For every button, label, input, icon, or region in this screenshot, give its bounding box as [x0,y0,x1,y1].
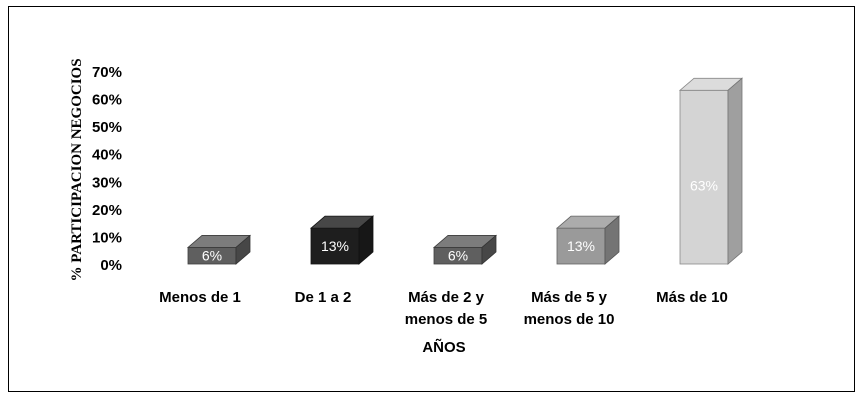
y-tick-label: 60% [92,92,122,109]
x-axis-categories: Menos de 1 De 1 a 2 Más de 2 y menos de 5 Má… [159,289,728,328]
bar: 6% [186,234,252,265]
bar: 6% [432,234,498,265]
y-tick-label: 40% [92,147,122,164]
data-label: 13% [321,238,349,254]
y-axis-label: % PARTICIPACION NEGOCIOS [69,58,85,281]
y-tick-label: 0% [100,257,122,274]
bar: 63% [678,77,744,265]
bars: 6% 13% 6% 13% 63% [186,77,744,265]
category-label: Más de 5 y [531,289,608,306]
bar-side [358,215,374,265]
bar: 13% [309,215,375,265]
y-tick-label: 20% [92,202,122,219]
bar-front [556,227,606,265]
bar-side [604,215,620,265]
category-label: Menos de 1 [159,289,241,306]
bar: 13% [555,215,621,265]
data-label: 6% [202,248,222,264]
category-label: Más de 2 y [408,289,485,306]
bar-side [481,234,497,265]
category-label: Más de 10 [656,289,728,306]
y-tick-label: 10% [92,229,122,246]
bar-front [310,227,360,265]
bar-side [235,234,251,265]
y-tick-label: 30% [92,174,122,191]
data-label: 6% [448,248,468,264]
y-tick-label: 50% [92,119,122,136]
data-label: 63% [690,177,718,193]
category-label: menos de 5 [405,311,488,328]
bar-front [679,89,729,265]
bar-side [727,77,743,265]
x-axis-label: AÑOS [422,338,465,356]
y-tick-label: 70% [92,64,122,81]
category-label: menos de 10 [524,311,615,328]
data-label: 13% [567,238,595,254]
y-axis-ticks: 0% 10% 20% 30% 40% 50% 60% 70% [92,64,122,274]
category-label: De 1 a 2 [295,289,352,306]
